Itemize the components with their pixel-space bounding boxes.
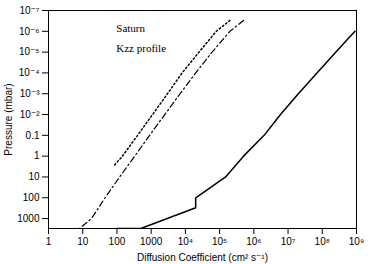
- svg-text:10: 10: [77, 236, 89, 247]
- svg-text:0.1: 0.1: [26, 130, 40, 141]
- svg-text:10⁻⁷: 10⁻⁷: [19, 5, 39, 16]
- svg-text:1: 1: [34, 150, 40, 161]
- svg-text:10⁻⁵: 10⁻⁵: [19, 46, 40, 57]
- svg-text:10⁻²: 10⁻²: [20, 109, 40, 120]
- svg-text:10⁴: 10⁴: [178, 236, 193, 247]
- svg-text:10⁻⁴: 10⁻⁴: [19, 67, 40, 78]
- svg-text:Pressure (mbar): Pressure (mbar): [3, 83, 14, 155]
- svg-text:10: 10: [28, 171, 40, 182]
- svg-text:1: 1: [46, 236, 52, 247]
- svg-text:10⁹: 10⁹: [349, 236, 364, 247]
- svg-text:10⁻³: 10⁻³: [20, 88, 40, 99]
- svg-text:Saturn: Saturn: [116, 22, 145, 34]
- svg-text:10⁵: 10⁵: [212, 236, 227, 247]
- svg-text:10⁷: 10⁷: [281, 236, 296, 247]
- svg-text:Diffusion Coefficient (cm² s⁻¹: Diffusion Coefficient (cm² s⁻¹): [137, 252, 268, 263]
- svg-text:1000: 1000: [17, 213, 40, 224]
- svg-text:10⁸: 10⁸: [315, 236, 330, 247]
- svg-text:1000: 1000: [140, 236, 163, 247]
- svg-text:10⁶: 10⁶: [246, 236, 261, 247]
- svg-text:10⁻⁶: 10⁻⁶: [19, 26, 40, 37]
- svg-text:Kzz profile: Kzz profile: [116, 42, 166, 54]
- svg-text:100: 100: [23, 192, 40, 203]
- svg-text:100: 100: [109, 236, 126, 247]
